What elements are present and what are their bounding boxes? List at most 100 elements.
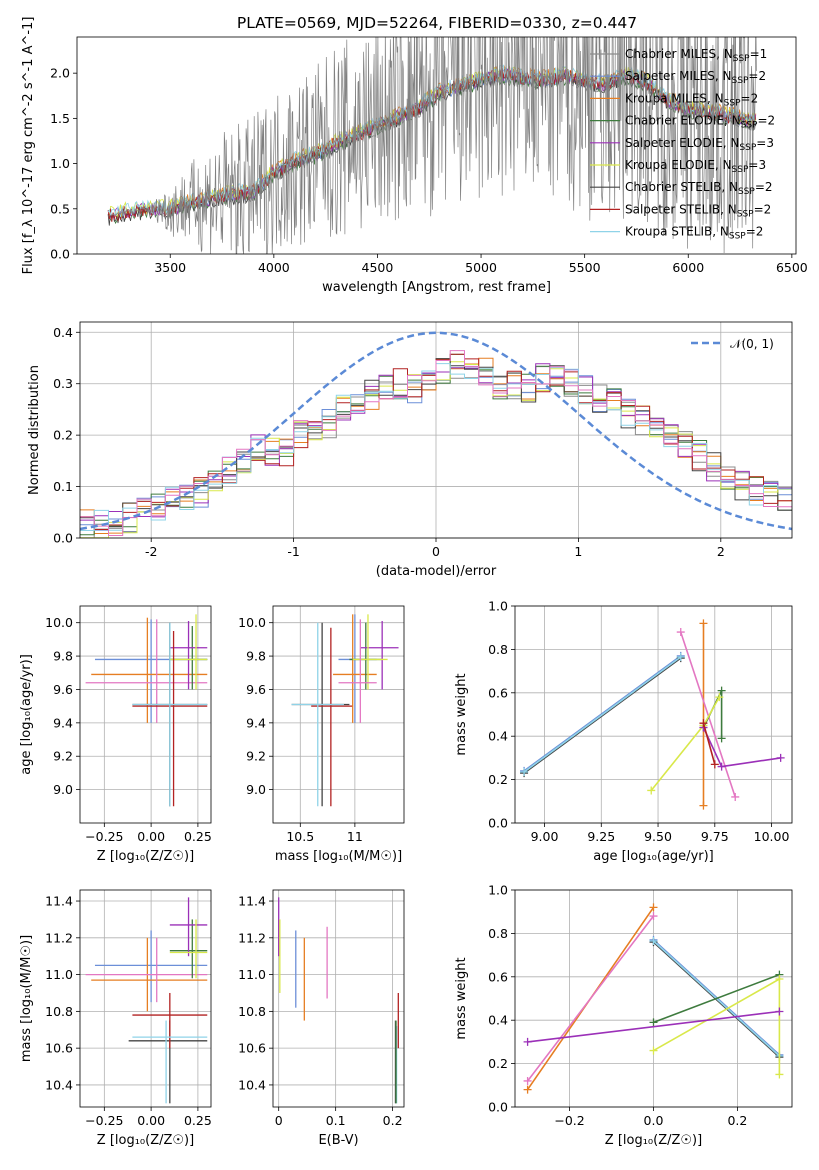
x-axis-label: wavelength [Angstrom, rest frame] [322,280,551,295]
weight-marker [649,1018,658,1027]
legend-subscript: SSP [738,187,755,197]
y-tick-label: 9.8 [53,649,73,664]
y-tick-label: 11.4 [45,894,73,909]
y-axis-label: age [log₁₀(age/yr)] [19,654,34,775]
weight-marker [523,1037,532,1046]
x-tick-label: 1 [574,544,582,559]
legend-label: Kroupa ELODIE, N [625,158,732,172]
panel-age-vs-mass: 10.5 11 9.0 9.2 9.4 9.6 9.8 10.0 mass [log₁₀(M/M… [238,605,405,864]
axes-frame [514,605,793,824]
data-point [291,622,344,807]
axes-frame [76,36,797,255]
x-tick-label: 0.1 [326,1113,346,1128]
y-tick-label: 1.0 [488,883,508,898]
plot-area-age-vs-Z [85,614,208,807]
x-tick-label: 0.2 [727,1113,747,1128]
x-tick-label: 0 [432,544,440,559]
x-tick-label: 9.25 [587,829,615,844]
legend-label: Kroupa STELIB, N [625,225,729,239]
x-tick-label: -1 [287,544,299,559]
x-tick-label: −0.25 [85,829,123,844]
weight-marker [649,903,658,912]
y-tick-label: 9.6 [53,682,73,697]
data-point [333,614,377,723]
legend-subscript: SSP [733,54,750,64]
x-tick-label: 3500 [154,260,186,275]
legend-subscript: SSP [732,165,749,175]
panel-age-vs-Z: −0.25 0.00 0.25 9.0 9.2 9.4 9.6 9.8 10.0 Z [log₁₀… [19,605,212,864]
axes-frame [79,889,212,1108]
x-axis-label: Z [log₁₀(Z/Z☉)] [605,1133,702,1148]
y-tick-label: 9.6 [246,682,266,697]
x-tick-label: 0.2 [383,1113,403,1128]
legend-label: Salpeter ELODIE, N [625,136,739,150]
x-tick-label: 5500 [569,260,601,275]
data-point [360,621,399,690]
y-tick-label: 10.8 [238,1004,266,1019]
data-point [94,619,208,723]
data-point [169,897,208,957]
legend-label: Salpeter STELIB, N [625,202,737,216]
y-tick-label: 11.2 [238,930,266,945]
x-tick-label: 0.00 [137,1113,165,1128]
data-point [338,619,377,723]
x-tick-label: 0.00 [137,829,165,844]
legend-entry: Salpeter ELODIE, NSSP=3 [625,136,774,153]
y-tick-label: 9.4 [246,715,266,730]
weight-marker [775,1007,784,1016]
observed-spectrum-line [108,37,757,254]
y-tick-label: 0.1 [53,479,73,494]
axes-frame [272,605,405,824]
legend-tail: =3 [756,136,774,150]
legend-tail: =2 [748,69,766,83]
plot-area-spectrum [107,37,757,254]
data-point [128,1020,208,1104]
y-tick-label: 10.6 [238,1041,266,1056]
weight-marker [523,1085,532,1094]
panel-mass-vs-Z: −0.25 0.00 0.25 10.4 10.6 10.8 11.0 11.2 11.4 Z [… [19,889,212,1148]
y-tick-label: 0.2 [488,772,508,787]
weight-series-line [653,977,781,1075]
x-tick-label: −0.25 [85,1113,123,1128]
plot-area-residuals [80,331,792,538]
legend-entry: Salpeter MILES, NSSP=2 [625,69,766,86]
x-axis-label: (data-model)/error [376,564,497,579]
x-axis-label: Z [log₁₀(Z/Z☉)] [97,1133,194,1148]
x-tick-label: 9.00 [531,829,559,844]
panel-residuals: -2 -1 0 1 2 0.0 0.1 0.2 0.3 0.4 (data-model)/error… [27,321,793,579]
y-tick-label: 0.2 [488,1056,508,1071]
weight-marker [731,792,740,801]
data-point [132,992,208,1049]
y-tick-label: 0.4 [488,1013,508,1028]
weight-series-line [652,939,780,1056]
y-axis-label: mass weight [454,957,469,1039]
y-tick-label: 0.8 [488,926,508,941]
y-tick-label: 9.2 [53,749,73,764]
y-tick-label: 0.3 [53,376,73,391]
legend-subscript: SSP [724,98,741,108]
panel-weight-vs-age: 9.00 9.25 9.50 9.75 10.00 0.0 0.2 0.4 0.6 0.8 1.0 a… [454,599,793,864]
weight-marker [676,628,685,637]
y-tick-label: 0.5 [50,201,70,216]
y-tick-label: 0.6 [488,685,508,700]
y-tick-label: 0.2 [53,428,73,443]
legend-entry: Chabrier STELIB, NSSP=2 [625,180,773,197]
legend-subscript: SSP [741,121,758,131]
y-tick-label: 0.6 [488,969,508,984]
plot-area-age-vs-mass [291,614,399,807]
weight-series-line [523,656,682,773]
x-axis-label: age [log₁₀(age/yr)] [593,849,714,864]
axes-frame [79,605,212,824]
x-tick-label: 9.50 [644,829,672,844]
x-tick-label: 10.5 [286,829,314,844]
y-tick-label: 2.0 [50,66,70,81]
data-point [94,930,208,1003]
y-tick-label: 10.0 [238,615,266,630]
x-tick-label: 6500 [776,260,808,275]
plot-area-mass-vs-EBV [278,897,399,1104]
legend-tail: =3 [748,158,766,172]
data-point [132,622,208,807]
weight-marker [717,762,726,771]
y-axis-label: Normed distribution [27,365,42,495]
